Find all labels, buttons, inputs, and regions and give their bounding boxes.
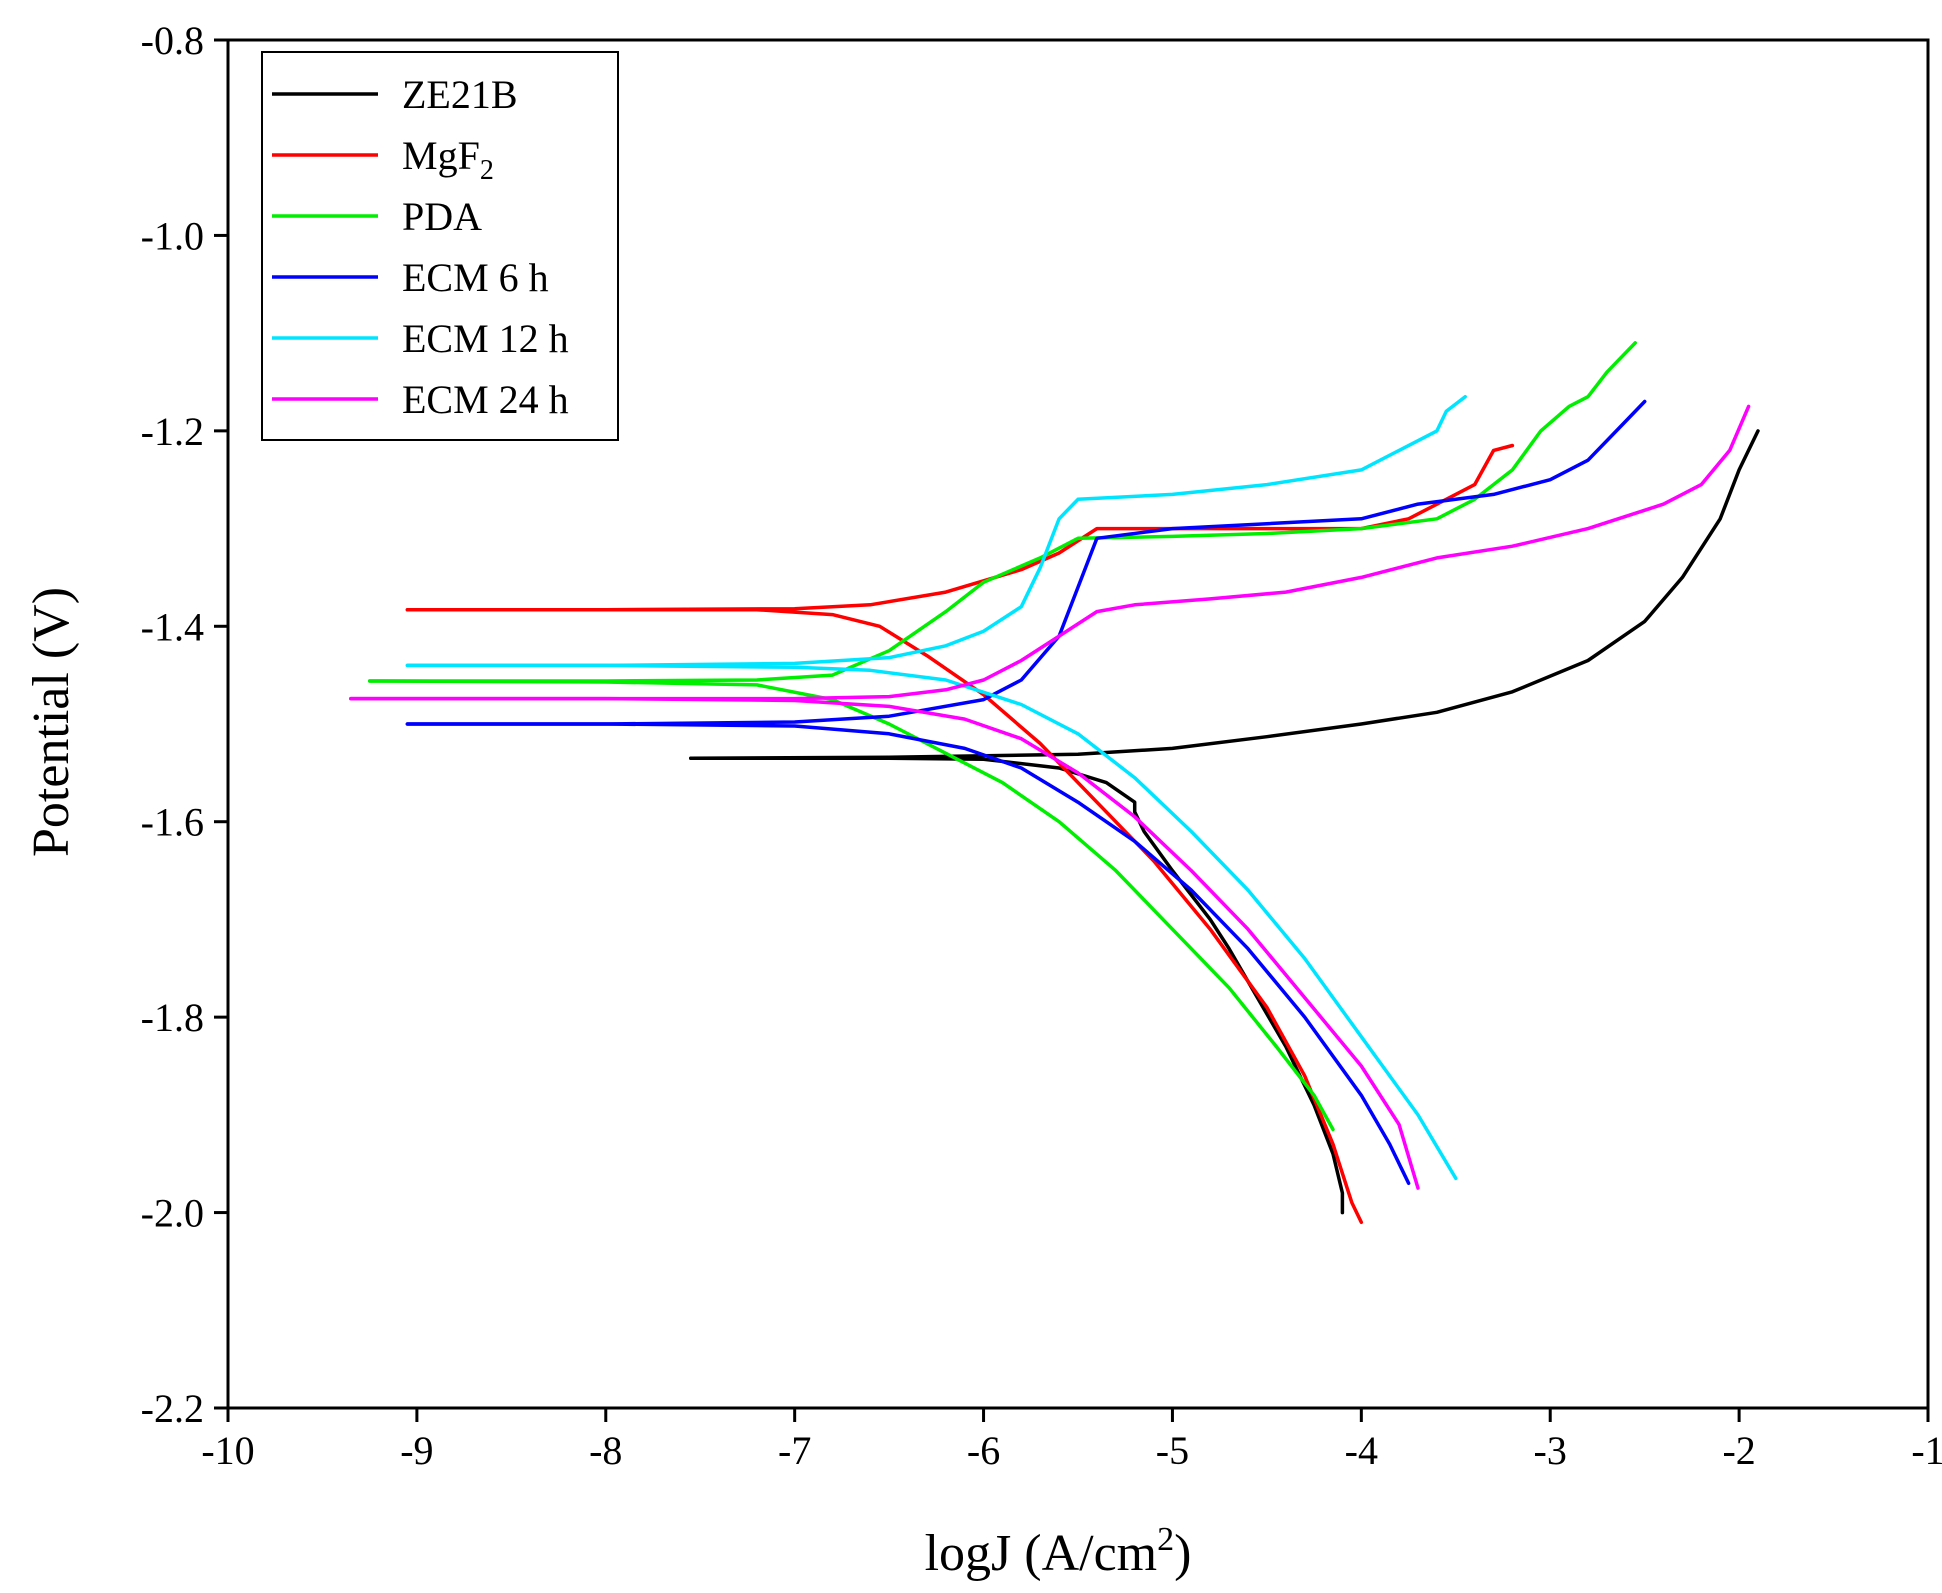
x-tick-label: -7 xyxy=(778,1428,811,1473)
x-axis-title: logJ (A/cm2) xyxy=(925,1521,1192,1582)
x-tick-label: -3 xyxy=(1534,1428,1567,1473)
y-tick-label: -1.8 xyxy=(141,995,204,1040)
series-line-ecm-24-h-cathodic xyxy=(349,696,1420,1190)
y-tick-label: -2.0 xyxy=(141,1191,204,1236)
legend-label: ECM 24 h xyxy=(402,377,569,422)
legend-label: MgF2 xyxy=(402,133,494,186)
legend-label: ECM 6 h xyxy=(402,255,549,300)
y-axis-title: Potential (V) xyxy=(23,587,80,857)
x-tick-label: -5 xyxy=(1156,1428,1189,1473)
series-line-ze21b-cathodic xyxy=(689,756,1345,1215)
series-line-ecm-6-h-anodic xyxy=(405,399,1647,726)
legend-label: ECM 12 h xyxy=(402,316,569,361)
y-tick-label: -0.8 xyxy=(141,18,204,63)
legend-label: PDA xyxy=(402,194,482,239)
series-line-ecm-12-h-anodic xyxy=(405,394,1467,668)
series-line-ecm-6-h-cathodic xyxy=(405,722,1411,1186)
series-line-pda-anodic xyxy=(367,341,1637,683)
x-tick-label: -8 xyxy=(589,1428,622,1473)
plot-area-frame xyxy=(226,38,1930,1410)
series-line-ecm-24-h-anodic xyxy=(349,404,1751,701)
series-line-mgf-anodic xyxy=(405,443,1515,612)
legend: ZE21B MgF2 PDA ECM 6 h ECM 12 h ECM 24 h xyxy=(261,51,619,441)
series-line-mgf-cathodic xyxy=(405,607,1364,1225)
series-line-pda-cathodic xyxy=(367,679,1335,1132)
legend-label: ZE21B xyxy=(402,72,518,117)
x-tick-label: -4 xyxy=(1345,1428,1378,1473)
y-tick-label: -1.0 xyxy=(141,213,204,258)
legend-box xyxy=(261,51,619,441)
series-line-ecm-12-h-cathodic xyxy=(405,663,1458,1181)
x-tick-label: -1 xyxy=(1911,1428,1942,1473)
y-tick-label: -1.6 xyxy=(141,800,204,845)
x-tick-label: -6 xyxy=(967,1428,1000,1473)
y-tick-label: -1.2 xyxy=(141,409,204,454)
x-tick-label: -2 xyxy=(1722,1428,1755,1473)
y-tick-label: -2.2 xyxy=(141,1386,204,1431)
y-tick-label: -1.4 xyxy=(141,604,204,649)
x-tick-label: -9 xyxy=(400,1428,433,1473)
x-tick-label: -10 xyxy=(201,1428,254,1473)
series-line-ze21b-anodic xyxy=(689,429,1760,760)
